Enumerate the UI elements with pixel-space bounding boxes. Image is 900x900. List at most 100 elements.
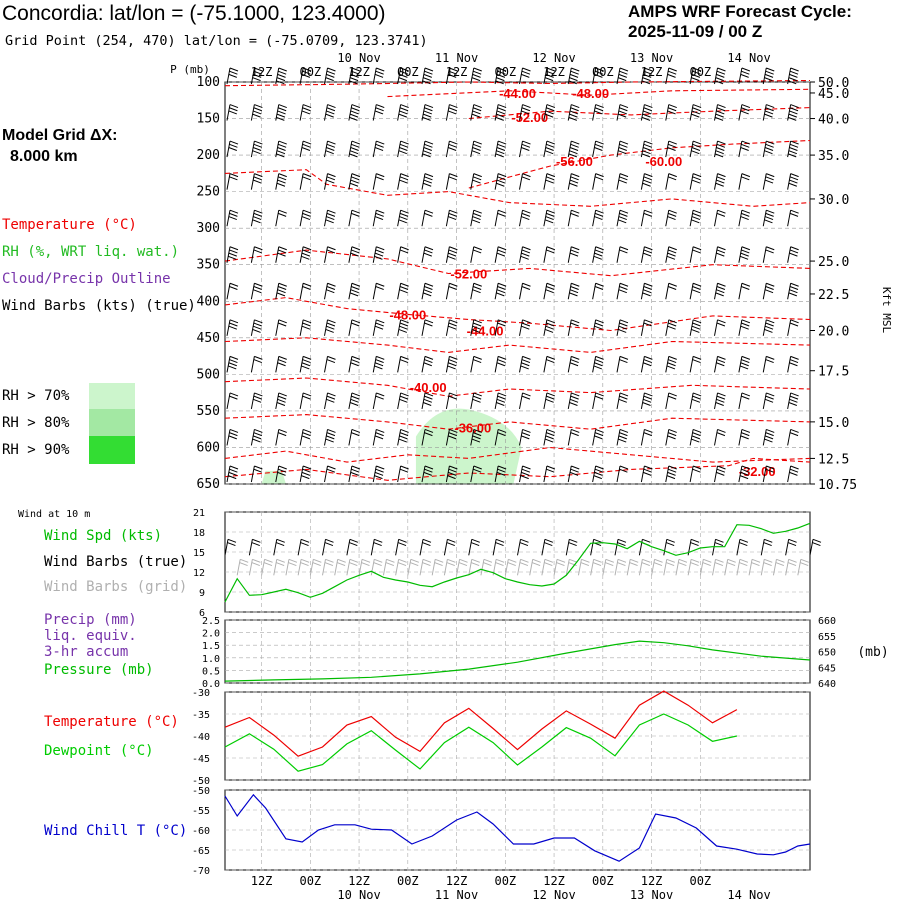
wind-barb-grid (431, 558, 444, 576)
wind-barb (640, 392, 653, 410)
wind-barb-grid (687, 558, 700, 576)
wind-barb (250, 428, 263, 446)
wind-barb (494, 392, 507, 410)
wind-barb (592, 173, 604, 190)
wind-barb-grid (772, 558, 785, 576)
wind-barb-grid (382, 558, 395, 576)
wind-barb (348, 428, 361, 446)
wind-barb (689, 246, 702, 263)
pressure-y-tick-label: 650 (818, 648, 836, 659)
wind-barb (738, 67, 751, 85)
wind-barb (421, 282, 434, 300)
wind-barb (397, 282, 409, 300)
wind-barb (665, 355, 677, 373)
wind-barb (421, 104, 434, 121)
wind-barb (567, 465, 580, 483)
temperature-contour (224, 377, 811, 397)
model-grid-value: 8.000 km (10, 148, 78, 165)
wind-barb (616, 392, 629, 410)
wind-barb (250, 104, 263, 121)
wind-barb (372, 209, 385, 227)
wind-barb-grid (395, 558, 407, 576)
precip-y-tick-label: 0.5 (202, 666, 220, 677)
wind-barb (250, 67, 263, 85)
wind-barb-grid (565, 558, 578, 576)
wind-barb (372, 428, 385, 446)
wind10m-title: Wind at 10 m (18, 509, 91, 520)
wind-barb-true (419, 538, 432, 556)
temperature-contour (224, 414, 811, 430)
wind-barb (714, 428, 726, 446)
legend-rh90: RH > 90% (2, 442, 70, 458)
temp-y-tick-label: -35 (192, 710, 210, 721)
wind-barb (567, 282, 580, 300)
wind-barb-true (443, 538, 456, 556)
temperature-contour-label: -52.00 (511, 110, 548, 125)
wind-barb (324, 465, 336, 483)
wind-barb (567, 140, 580, 158)
wind-barb (640, 209, 653, 227)
wind-barb (714, 67, 726, 85)
wind-barb (445, 104, 458, 121)
wind-barb (348, 67, 361, 85)
rh70-shading (415, 408, 522, 484)
wind-barb (470, 140, 482, 158)
top-date-label: 10 Nov (337, 51, 380, 65)
temperature-contour (387, 88, 811, 98)
legend-rh70: RH > 70% (2, 388, 70, 404)
wind-barb-true (370, 538, 383, 556)
wind-barb (665, 392, 677, 410)
grid-point-label: Grid Point (254, 470) lat/lon = (-75.070… (5, 33, 428, 49)
wind-barb (275, 355, 287, 373)
wind-barb-grid (407, 558, 419, 576)
wind-barb (397, 392, 409, 410)
wind-barb-grid (322, 558, 334, 576)
wind-barb (738, 173, 751, 190)
wind-barb (348, 173, 361, 190)
wind-barb (567, 173, 580, 190)
legend-wind-speed: Wind Spd (kts) (44, 528, 163, 544)
top-date-label: 13 Nov (630, 51, 673, 65)
wind-barb (494, 67, 507, 85)
wind-barb (372, 355, 385, 373)
legend-barbs-grid: Wind Barbs (grid) (44, 579, 188, 595)
precip-y-tick-label: 1.0 (202, 654, 220, 665)
wind-barb-true (712, 538, 724, 556)
windchill-y-tick-label: -70 (192, 866, 210, 877)
wind-barb (738, 355, 751, 373)
wind-barb (519, 355, 531, 373)
legend-precip: Precip (mm) (44, 612, 137, 628)
wind-barb (275, 428, 287, 446)
wind-barb (665, 319, 677, 336)
wind-barb-grid (309, 558, 322, 576)
wind-barb (592, 465, 604, 483)
wind-barb (348, 392, 361, 410)
wind-barb (640, 319, 653, 336)
wind-barb (787, 67, 799, 85)
wind-barb (543, 104, 556, 121)
windchill-y-tick-label: -60 (192, 826, 210, 837)
wind-barb (397, 246, 409, 263)
bottom-time-tick-label: 00Z (397, 874, 419, 888)
temperature-contour (224, 79, 811, 87)
pressure-tick-label: 100 (197, 75, 220, 90)
wind-barb (714, 319, 726, 336)
windchill-line (224, 793, 811, 862)
pressure-y-tick-label: 655 (818, 632, 836, 643)
wind-barb (348, 209, 361, 227)
wind-barb (250, 209, 263, 227)
wind-barb-grid (261, 558, 273, 576)
wind-y-tick-label: 9 (199, 588, 205, 599)
wind-barb-true (687, 538, 700, 556)
wind-speed-line (224, 522, 811, 603)
wind-barb (543, 282, 556, 300)
temperature-contour (224, 446, 811, 463)
rh80-swatch (89, 409, 135, 436)
wind-barb (494, 465, 507, 483)
wind-barb (519, 246, 531, 263)
wind-barb (275, 246, 287, 263)
windchill-y-tick-label: -50 (192, 786, 210, 797)
wind-barb (689, 319, 702, 336)
wind-barb (470, 173, 482, 190)
pressure-tick-label: 150 (197, 112, 220, 127)
